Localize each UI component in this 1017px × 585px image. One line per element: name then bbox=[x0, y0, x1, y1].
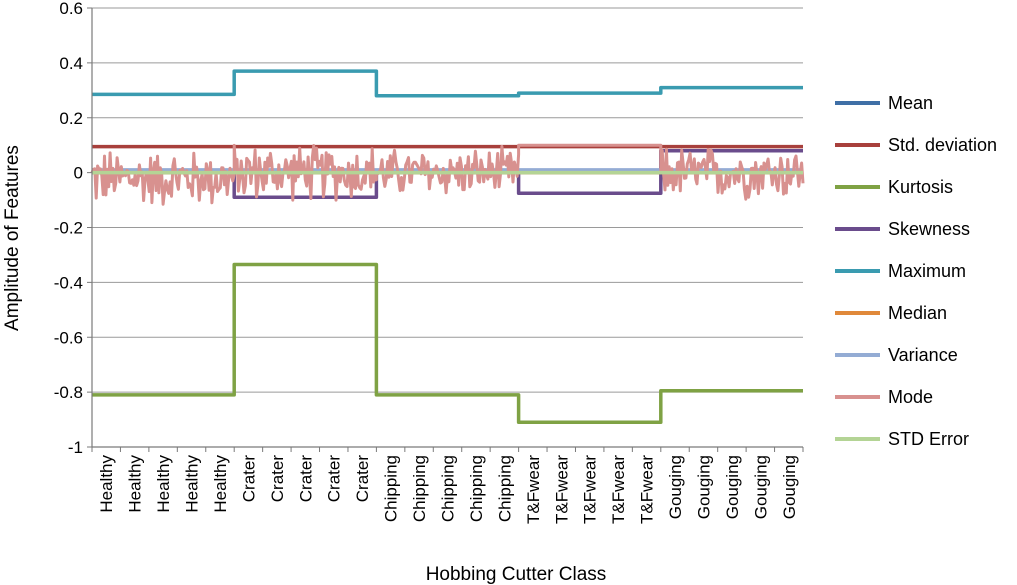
legend: Mean Std. deviation Kurtosis Skewness Maximu… bbox=[835, 93, 997, 449]
x-tick-label: Healthy bbox=[97, 455, 116, 513]
x-tick-label: Chipping bbox=[410, 455, 429, 522]
legend-label-maximum: Maximum bbox=[888, 261, 966, 281]
x-tick-label: Crater bbox=[325, 455, 344, 503]
x-tick-label: Gouging bbox=[723, 455, 742, 519]
legend-label-mean: Mean bbox=[888, 93, 933, 113]
legend-label-std-deviation: Std. deviation bbox=[888, 135, 997, 155]
series-lines bbox=[90, 69, 805, 425]
y-axis-ticks: 0.6 0.4 0.2 0 -0.2 -0.4 -0.6 -0.8 -1 bbox=[54, 0, 92, 457]
x-tick-label: Gouging bbox=[666, 455, 685, 519]
series-line-mode bbox=[90, 143, 805, 206]
x-axis-title: Hobbing Cutter Class bbox=[426, 564, 607, 585]
x-tick-label: T&Fwear bbox=[524, 455, 543, 524]
y-tick-label: -1 bbox=[68, 438, 83, 457]
y-tick-label: 0.4 bbox=[59, 54, 83, 73]
x-tick-label: Chipping bbox=[495, 455, 514, 522]
x-tick-label: Crater bbox=[296, 455, 315, 503]
x-tick-label: Chipping bbox=[467, 455, 486, 522]
y-tick-label: 0.6 bbox=[59, 0, 83, 18]
x-tick-label: Chipping bbox=[439, 455, 458, 522]
x-tick-label: Healthy bbox=[211, 455, 230, 513]
x-tick-label: Chipping bbox=[382, 455, 401, 522]
y-tick-label: 0 bbox=[74, 164, 83, 183]
y-tick-label: -0.2 bbox=[54, 219, 83, 238]
grid-lines bbox=[92, 7, 803, 448]
x-tick-label: Crater bbox=[239, 455, 258, 503]
x-tick-label: Healthy bbox=[126, 455, 145, 513]
y-axis-title: Amplitude of Features bbox=[2, 145, 23, 331]
x-tick-label: Healthy bbox=[183, 455, 202, 513]
legend-label-kurtosis: Kurtosis bbox=[888, 177, 953, 197]
legend-label-skewness: Skewness bbox=[888, 219, 970, 239]
x-tick-label: Crater bbox=[268, 455, 287, 503]
x-tick-label: Gouging bbox=[694, 455, 713, 519]
x-tick-label: T&Fwear bbox=[638, 455, 657, 524]
legend-label-median: Median bbox=[888, 303, 947, 323]
legend-label-mode: Mode bbox=[888, 387, 933, 407]
x-tick-label: Gouging bbox=[780, 455, 799, 519]
x-tick-label: Healthy bbox=[154, 455, 173, 513]
x-axis-ticks: Healthy Healthy Healthy Healthy Healthy Crate… bbox=[91, 447, 804, 524]
x-tick-label: T&Fwear bbox=[609, 455, 628, 524]
x-tick-label: T&Fwear bbox=[552, 455, 571, 524]
legend-label-variance: Variance bbox=[888, 345, 958, 365]
y-tick-label: -0.4 bbox=[54, 273, 83, 292]
axes bbox=[91, 8, 803, 448]
y-tick-label: -0.8 bbox=[54, 383, 83, 402]
x-tick-label: Crater bbox=[353, 455, 372, 503]
y-tick-label: -0.6 bbox=[54, 328, 83, 347]
x-tick-label: T&Fwear bbox=[581, 455, 600, 524]
y-tick-label: 0.2 bbox=[59, 109, 83, 128]
series-line-maximum bbox=[92, 69, 803, 98]
series-line-kurtosis bbox=[92, 262, 803, 425]
legend-label-std-error: STD Error bbox=[888, 429, 969, 449]
x-tick-label: Gouging bbox=[751, 455, 770, 519]
